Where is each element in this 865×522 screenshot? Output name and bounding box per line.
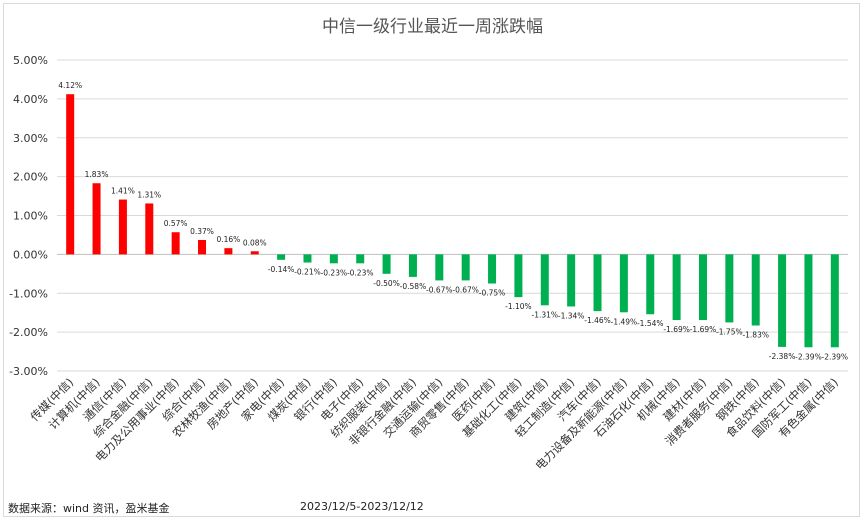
data-label: -0.58% [400,282,427,291]
y-tick-label: -2.00% [9,326,48,339]
bar [514,254,523,298]
y-tick-label: 1.00% [13,210,48,223]
bar [277,254,286,260]
bar [672,254,681,321]
data-label: -0.23% [321,268,348,277]
bar [593,254,602,312]
y-tick-label: 5.00% [13,54,48,67]
data-label: 0.08% [243,238,267,247]
bar [619,254,628,313]
bar [356,254,365,264]
y-tick-label: 2.00% [13,171,48,184]
data-label: -1.46% [584,316,611,325]
data-label: -1.75% [716,327,743,336]
data-label: -1.10% [505,302,532,311]
bar [329,254,338,264]
bar [435,254,444,281]
data-label: -2.39% [795,352,822,361]
bar [778,254,787,347]
bar [646,254,655,315]
bar [567,254,576,307]
data-label: -0.67% [452,285,479,294]
bar [461,254,470,281]
data-label: 1.41% [111,187,135,196]
data-label: 0.37% [190,227,214,236]
data-label: 0.16% [216,235,240,244]
bar [66,94,75,255]
date-range-note: 2023/12/5-2023/12/12 [300,500,424,513]
y-tick-label: 0.00% [13,248,48,261]
data-label: 0.57% [164,219,188,228]
data-label: -1.31% [532,310,559,319]
bar [804,254,813,348]
y-tick-label: 3.00% [13,132,48,145]
bar [382,254,391,274]
data-label: 1.83% [85,170,109,179]
chart-frame [3,3,860,517]
data-label: -2.38% [769,352,796,361]
data-label: -0.75% [479,289,506,298]
bar [250,251,259,255]
y-tick-label: -3.00% [9,365,48,378]
y-tick-label: -1.00% [9,287,48,300]
bar [224,248,233,255]
bar [118,199,127,255]
data-label: -1.54% [637,319,664,328]
bar [725,254,734,323]
bar [198,239,207,255]
data-label: -2.39% [822,352,849,361]
bar [303,254,312,263]
data-label: -0.21% [294,268,321,277]
data-label: -1.69% [663,325,690,334]
data-label: -1.49% [611,317,638,326]
data-label: -0.23% [347,268,374,277]
bar [488,254,497,284]
data-label: -0.67% [426,285,453,294]
data-label: -0.14% [268,265,295,274]
y-tick-label: 4.00% [13,93,48,106]
data-label: -0.50% [373,279,400,288]
bar [540,254,549,306]
data-label: -1.69% [690,325,717,334]
data-label: 4.12% [58,81,82,90]
data-label: -1.34% [558,311,585,320]
bar [171,232,180,255]
bar [751,254,760,326]
bar [698,254,707,321]
bar [92,183,101,255]
data-label: 1.31% [137,190,161,199]
bar [830,254,839,348]
data-label: -1.83% [742,331,769,340]
chart-title: 中信一级行业最近一周涨跌幅 [322,17,543,37]
bar [145,203,154,255]
bar [408,254,417,277]
data-source-note: 数据来源：wind 资讯，盈米基金 [8,502,170,515]
